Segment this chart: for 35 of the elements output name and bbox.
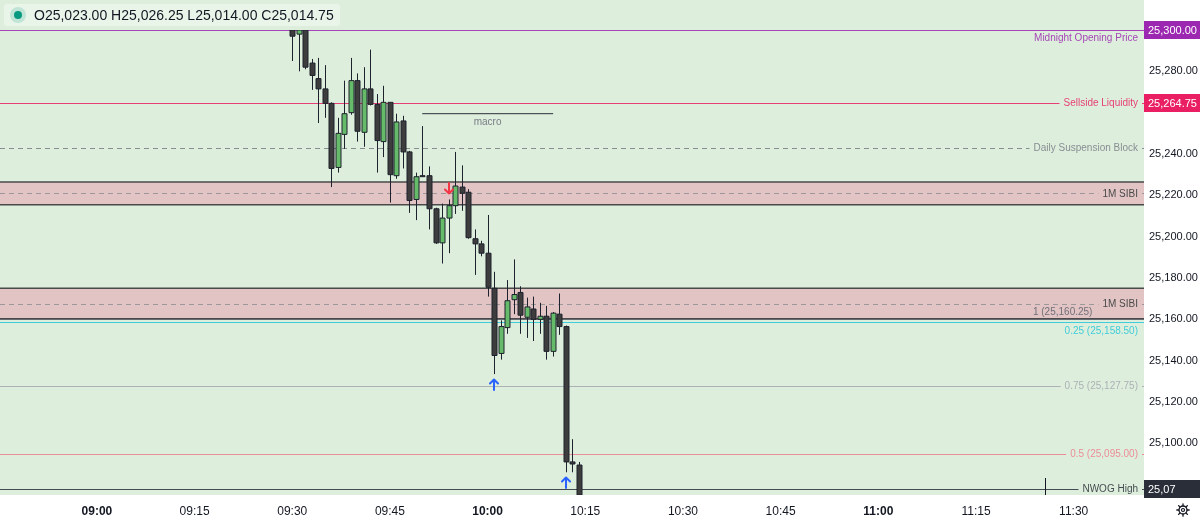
text: 25,264.75 (1148, 96, 1197, 109)
annotation: macro (473, 116, 502, 128)
band-label: 1M SIBI (1102, 297, 1138, 309)
y-tick-label: 25,140.00 (1149, 353, 1198, 366)
y-tick-label: 25,180.00 (1149, 271, 1198, 284)
x-tick-label: 10:15 (570, 503, 601, 518)
y-tick-label: 25,200.00 (1149, 229, 1198, 242)
ref-line-label: NWOG High (1082, 483, 1138, 495)
y-tick-label: 25,280.00 (1149, 64, 1198, 77)
y-tick-label: 25,100.00 (1149, 436, 1198, 449)
x-tick-label: 11:15 (961, 503, 991, 518)
x-tick-label: 09:45 (374, 503, 406, 518)
x-tick-label: 10:00 (472, 503, 504, 518)
y-tick-label: 25,120.00 (1149, 395, 1198, 408)
y-tick-label: 25,220.00 (1149, 188, 1198, 201)
text: 25,300.00 (1148, 23, 1197, 36)
y-tick-label: 25,160.00 (1149, 312, 1198, 325)
ref-line-label: 0.25 (25,158.50) (1064, 324, 1138, 336)
x-tick-label: 09:30 (277, 503, 308, 518)
ref-line-label: Sellside Liquidity (1063, 97, 1138, 109)
ref-line-label: 0.5 (25,095.00) (1070, 447, 1138, 459)
text: 25,07 (1148, 482, 1176, 495)
x-tick-label: 10:45 (765, 503, 796, 518)
x-tick-label: 11:00 (863, 503, 894, 518)
x-tick-label: 09:15 (179, 503, 210, 518)
band-label: 1M SIBI (1102, 187, 1138, 199)
ref-line-label: Midnight Opening Price (1034, 32, 1139, 44)
chart-subtitle: O25,023.00 H25,026.25 L25,014.00 C25,014.75 (34, 7, 334, 23)
x-tick-label: 09:00 (81, 503, 113, 518)
ref-line-label: 1 (25,160.25) (1032, 306, 1093, 318)
x-tick-label: 10:30 (667, 503, 699, 518)
ref-line-label: 0.75 (25,127.75) (1064, 380, 1138, 392)
x-tick-label: 11:30 (1059, 503, 1089, 518)
ref-line-label: Daily Suspension Block (1033, 142, 1139, 154)
y-tick-label: 25,240.00 (1149, 147, 1198, 160)
